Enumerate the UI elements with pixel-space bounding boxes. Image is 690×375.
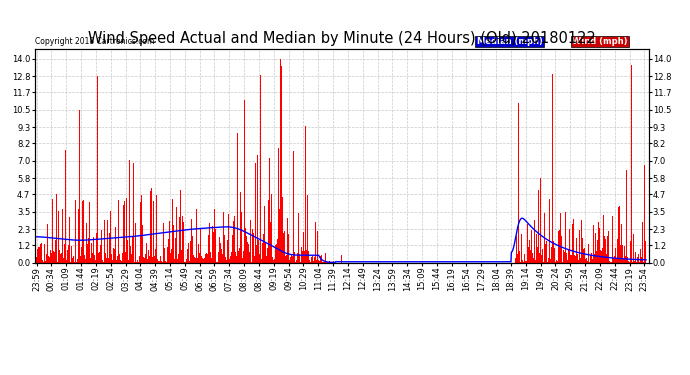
Text: Wind (mph): Wind (mph) <box>572 37 627 46</box>
Text: Copyright 2018 Cartronics.com: Copyright 2018 Cartronics.com <box>35 37 155 46</box>
Text: Median (mph): Median (mph) <box>477 37 542 46</box>
Title: Wind Speed Actual and Median by Minute (24 Hours) (Old) 20180122: Wind Speed Actual and Median by Minute (… <box>88 31 595 46</box>
